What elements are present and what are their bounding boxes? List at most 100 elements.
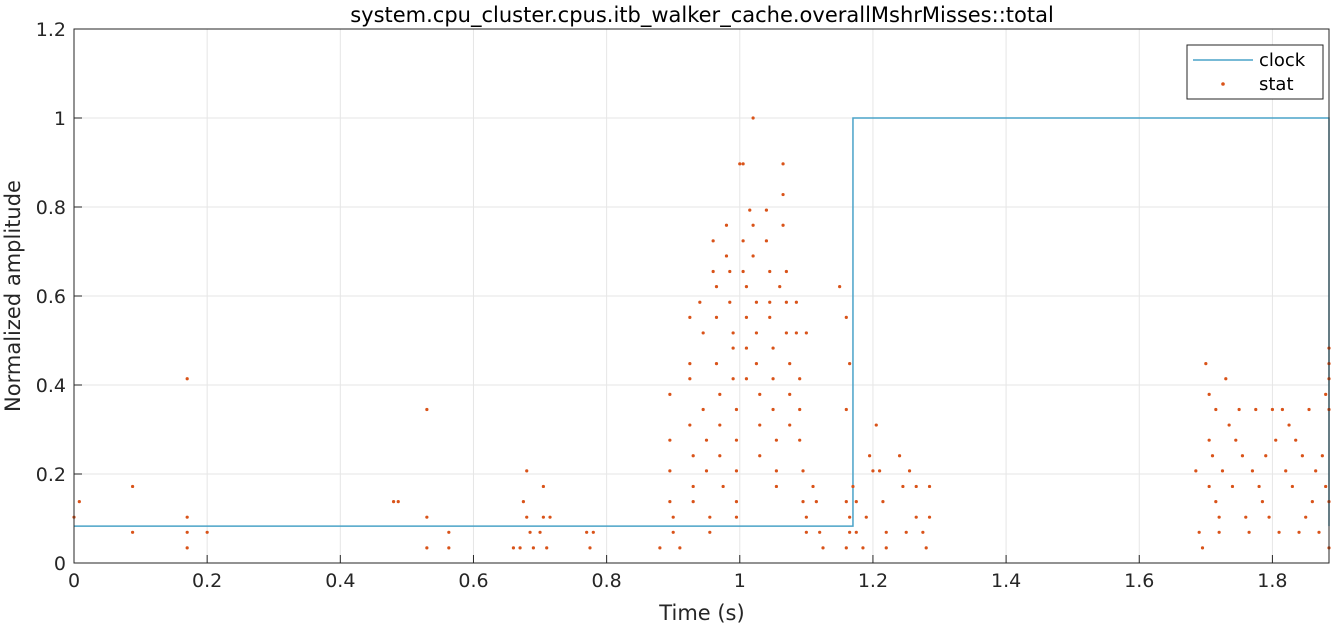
stat-point bbox=[1234, 438, 1238, 442]
stat-point bbox=[914, 515, 918, 519]
stat-point bbox=[748, 208, 752, 212]
stat-point bbox=[868, 454, 872, 458]
y-axis-label: Normalized amplitude bbox=[1, 180, 25, 412]
stat-point bbox=[774, 469, 779, 473]
stat-point bbox=[391, 499, 396, 504]
stat-point bbox=[668, 438, 672, 442]
stat-point bbox=[1214, 499, 1218, 504]
x-tick-label: 1.8 bbox=[1257, 570, 1287, 592]
stat-point bbox=[921, 530, 925, 534]
stat-point bbox=[741, 269, 745, 274]
stat-point bbox=[1207, 438, 1211, 442]
stat-point bbox=[758, 392, 762, 396]
legend-stat-label: stat bbox=[1259, 74, 1294, 95]
stat-point bbox=[914, 484, 918, 489]
stat-point bbox=[724, 254, 729, 258]
stat-point bbox=[788, 392, 792, 396]
stat-point bbox=[1270, 407, 1275, 412]
stat-point bbox=[771, 407, 775, 412]
stat-point bbox=[718, 392, 722, 396]
stat-point bbox=[1300, 454, 1304, 458]
stat-point bbox=[425, 515, 429, 519]
stat-point bbox=[844, 499, 848, 504]
stat-point bbox=[871, 469, 875, 473]
stat-point bbox=[1224, 377, 1228, 381]
stat-point bbox=[525, 469, 529, 473]
stat-point bbox=[1320, 454, 1324, 458]
stat-point bbox=[1250, 469, 1255, 473]
clock-line bbox=[74, 117, 1330, 527]
stat-point bbox=[851, 484, 855, 489]
stat-point bbox=[447, 546, 451, 550]
stat-point bbox=[811, 484, 815, 489]
stat-point bbox=[1217, 515, 1221, 519]
stat-point bbox=[1207, 484, 1211, 489]
legend-box bbox=[1186, 44, 1324, 100]
stat-point bbox=[801, 469, 805, 473]
stat-point bbox=[714, 315, 719, 319]
stat-point bbox=[734, 438, 739, 442]
stat-point bbox=[1280, 407, 1284, 412]
stat-point bbox=[754, 300, 759, 304]
stat-point bbox=[771, 346, 775, 350]
x-tick-label: 1.6 bbox=[1124, 570, 1154, 592]
stat-point bbox=[854, 530, 858, 534]
y-tick-label: 1.2 bbox=[36, 19, 66, 41]
stat-point bbox=[447, 530, 451, 534]
stat-point bbox=[1324, 484, 1328, 489]
stat-point bbox=[884, 530, 888, 534]
stat-point bbox=[744, 346, 749, 350]
stat-point bbox=[758, 423, 762, 427]
x-tick-label: 1.2 bbox=[858, 570, 888, 592]
stat-point bbox=[821, 546, 825, 550]
stat-point bbox=[758, 454, 762, 458]
stat-point bbox=[1304, 515, 1308, 519]
stat-point bbox=[671, 530, 675, 534]
stat-point bbox=[788, 362, 792, 366]
stat-point bbox=[731, 331, 735, 335]
stat-point bbox=[545, 546, 549, 550]
stat-point bbox=[734, 407, 739, 412]
stat-point bbox=[1197, 530, 1201, 534]
stat-point bbox=[881, 499, 885, 504]
stat-point bbox=[844, 315, 848, 319]
stat-point bbox=[691, 499, 695, 504]
stat-point bbox=[425, 407, 429, 412]
y-tick-label: 0.2 bbox=[36, 464, 66, 486]
stat-point bbox=[548, 515, 552, 519]
stat-point bbox=[541, 515, 545, 519]
x-tick-label: 1 bbox=[734, 570, 746, 592]
stat-point bbox=[731, 377, 735, 381]
stat-point bbox=[768, 315, 772, 319]
stat-point bbox=[754, 362, 759, 366]
stat-point bbox=[1254, 407, 1258, 412]
stat-point bbox=[1324, 392, 1328, 396]
stat-point bbox=[774, 438, 779, 442]
stat-point bbox=[764, 208, 769, 212]
stat-point bbox=[794, 300, 798, 304]
stat-point bbox=[784, 300, 788, 304]
stat-point bbox=[518, 546, 522, 550]
stat-point bbox=[751, 223, 755, 227]
stat-point bbox=[588, 546, 592, 550]
stat-point bbox=[704, 438, 709, 442]
stat-point bbox=[1247, 530, 1251, 534]
stat-point bbox=[738, 162, 742, 166]
stat-point bbox=[754, 331, 759, 335]
stat-point bbox=[798, 438, 802, 442]
stat-point bbox=[927, 515, 932, 519]
stat-point bbox=[1260, 499, 1265, 504]
stat-point bbox=[741, 162, 745, 166]
clock-series bbox=[74, 117, 1330, 527]
stat-point bbox=[1214, 407, 1218, 412]
stat-point bbox=[728, 300, 732, 304]
stat-point bbox=[768, 269, 772, 274]
stat-point bbox=[1310, 499, 1314, 504]
stat-point bbox=[848, 515, 852, 519]
stat-point bbox=[724, 223, 729, 227]
stat-point bbox=[734, 499, 739, 504]
stat-point bbox=[185, 546, 189, 550]
x-tick-label: 0.4 bbox=[325, 570, 355, 592]
stat-point bbox=[784, 331, 788, 335]
stat-point bbox=[751, 254, 755, 258]
